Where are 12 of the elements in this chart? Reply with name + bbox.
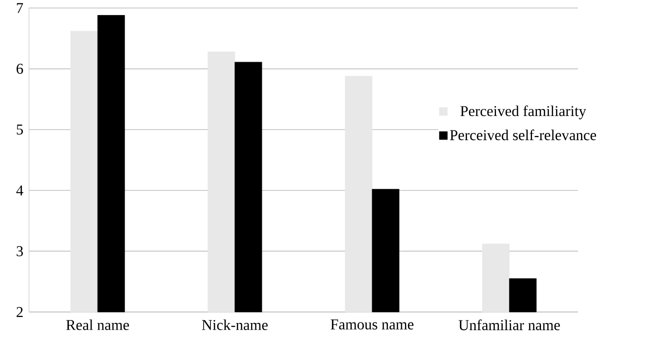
x-tick-label: Nick-name — [202, 320, 268, 330]
x-tick-label: Famous name — [330, 320, 414, 330]
y-tick-label: 3 — [16, 246, 23, 256]
legend-label: Perceived familiarity — [460, 105, 586, 120]
legend-label: Perceived self-relevance — [450, 130, 596, 140]
y-tick-label: 4 — [16, 185, 24, 196]
x-tick-label: Unfamiliar name — [458, 320, 560, 330]
y-tick-label: 5 — [16, 124, 23, 135]
x-tick-label: Real name — [66, 320, 129, 330]
y-tick-label: 2 — [16, 307, 23, 317]
y-tick-label: 7 — [16, 3, 24, 13]
y-tick-label: 6 — [16, 64, 24, 74]
